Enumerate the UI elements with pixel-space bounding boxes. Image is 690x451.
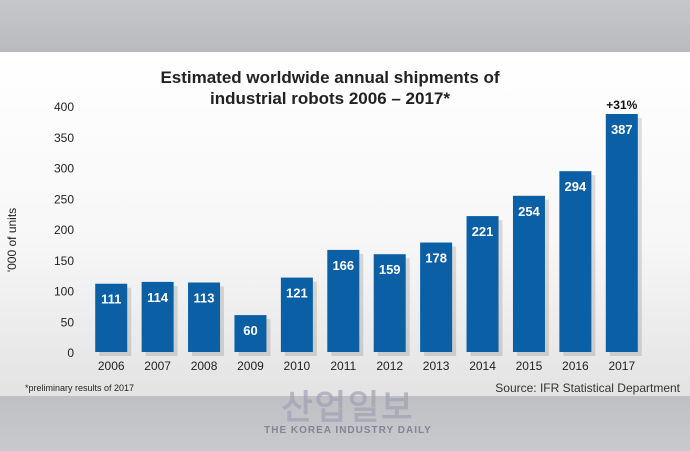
bar (559, 171, 592, 352)
y-tick-label: 150 (54, 254, 74, 268)
bar-value-label: 178 (425, 251, 447, 266)
bar-value-label: 166 (332, 258, 354, 273)
y-tick-label: 250 (54, 192, 74, 206)
x-tick-label: 2006 (98, 359, 125, 373)
bar (466, 216, 499, 352)
bar-value-label: 387 (611, 122, 633, 137)
y-tick-label: 50 (61, 315, 75, 329)
chart-title-line2: industrial robots 2006 – 2017* (210, 89, 450, 108)
bar-value-label: 60 (243, 323, 257, 338)
bar (234, 315, 267, 352)
x-tick-label: 2015 (516, 359, 543, 373)
x-tick-label: 2007 (144, 359, 171, 373)
watermark-main: 산업일보 (281, 388, 415, 428)
bar (95, 283, 128, 352)
bar (420, 242, 453, 352)
growth-annotation: +31% (606, 98, 637, 112)
x-tick-label: 2016 (562, 359, 589, 373)
bar-value-label: 121 (286, 286, 308, 301)
bar-value-label: 113 (194, 291, 215, 306)
x-tick-label: 2008 (191, 359, 218, 373)
y-tick-label: 200 (54, 223, 74, 237)
bar-value-label: 114 (147, 290, 169, 305)
bar (280, 277, 313, 352)
bottom-band (0, 396, 690, 451)
chart-title-line1: Estimated worldwide annual shipments of (160, 68, 500, 87)
top-band (0, 0, 690, 52)
bar (327, 249, 360, 352)
watermark-logo: 산업일보 THE KOREA INDUSTRY DAILY (258, 380, 438, 436)
bar (512, 195, 545, 352)
bar (141, 281, 174, 352)
source-note: Source: IFR Statistical Department (495, 381, 680, 395)
y-tick-label: 400 (54, 100, 74, 114)
bar-value-label: 254 (518, 204, 540, 219)
y-tick-label: 300 (54, 162, 74, 176)
x-tick-label: 2017 (608, 359, 635, 373)
x-tick-label: 2014 (469, 359, 496, 373)
x-tick-label: 2009 (237, 359, 264, 373)
chart-title: Estimated worldwide annual shipments of … (70, 67, 590, 109)
bar-value-label: 221 (472, 224, 494, 239)
bar (188, 282, 221, 352)
watermark-sub: THE KOREA INDUSTRY DAILY (264, 425, 432, 436)
bar-value-label: 159 (379, 262, 401, 277)
footnote: *preliminary results of 2017 (25, 383, 135, 393)
y-tick-label: 350 (54, 131, 74, 145)
x-tick-label: 2010 (284, 359, 311, 373)
y-tick-label: 100 (54, 285, 74, 299)
bar-value-label: 111 (101, 292, 121, 307)
y-tick-label: 0 (67, 346, 74, 360)
bar (605, 113, 638, 353)
x-tick-label: 2012 (376, 359, 403, 373)
x-tick-label: 2013 (423, 359, 450, 373)
x-tick-label: 2011 (330, 359, 356, 373)
bar (373, 254, 406, 352)
bar-value-label: 294 (565, 179, 587, 194)
